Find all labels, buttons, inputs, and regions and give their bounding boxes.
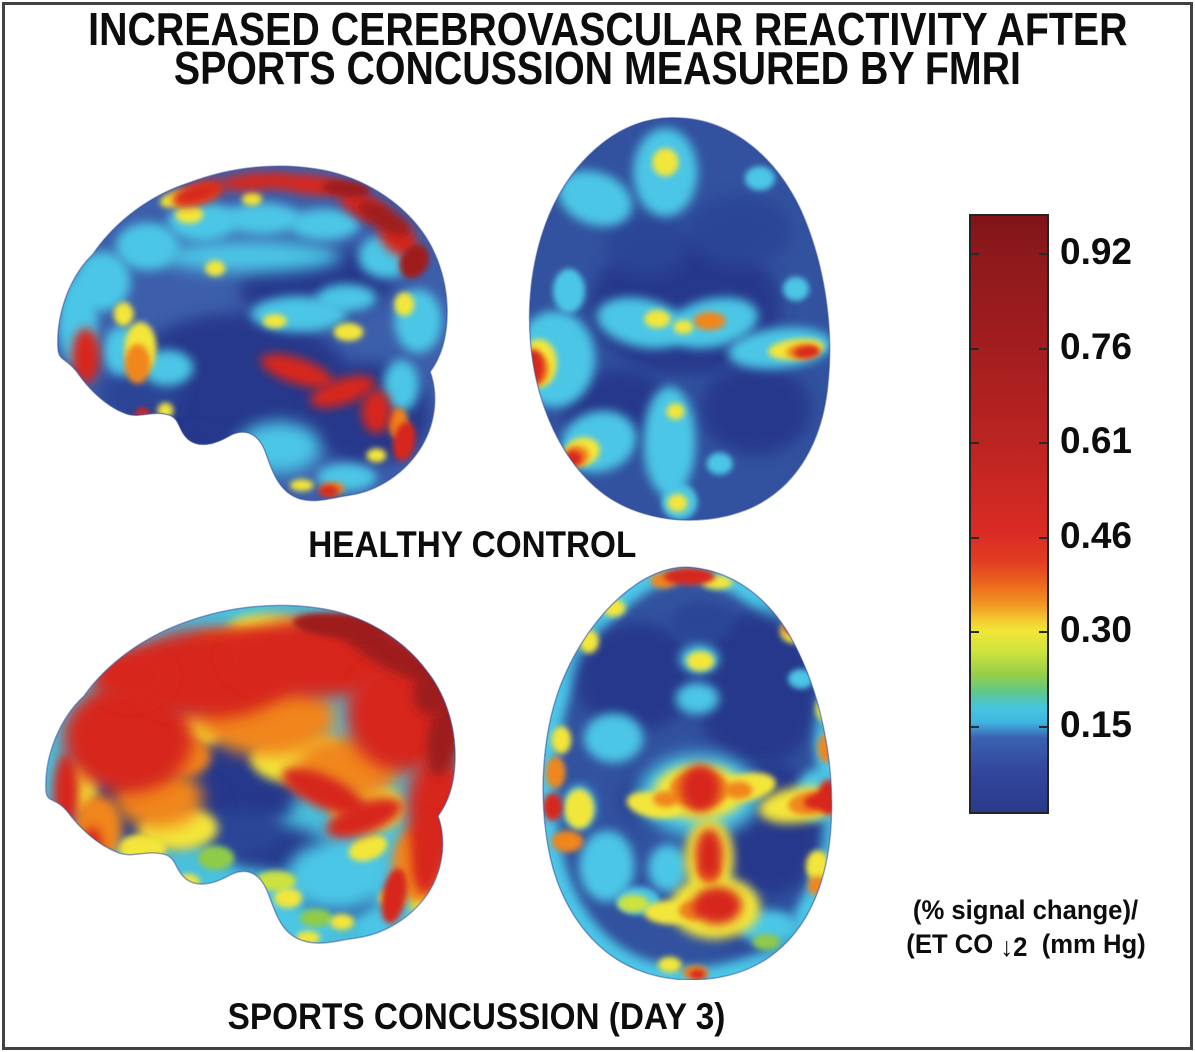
- colorbar-gradient: [969, 214, 1049, 814]
- colorbar-unit-line1: (% signal change)/: [913, 895, 1139, 925]
- brain-map-axial-healthy-svg: [528, 116, 831, 521]
- colorbar-tick-label: 0.61: [1060, 420, 1133, 462]
- colorbar-tick-mark: [1039, 725, 1047, 728]
- brain-map-sagittal-concussion: [36, 596, 476, 946]
- figure-title-line2: SPORTS CONCUSSION MEASURED BY FMRI: [173, 42, 1022, 94]
- brain-map-sagittal-concussion-svg: [45, 604, 456, 944]
- colorbar-tick-mark: [1039, 536, 1047, 539]
- colorbar-tick-mark: [971, 536, 979, 539]
- colorbar-tick-label: 0.92: [1060, 231, 1133, 273]
- brain-map-axial-healthy: [505, 110, 860, 524]
- figure-title: INCREASED CEREBROVASCULAR REACTIVITY AFT…: [0, 3, 1195, 94]
- colorbar-tick-mark: [1039, 253, 1047, 256]
- colorbar-tick-mark: [971, 347, 979, 350]
- down-arrow-glyph: ↓2: [1000, 932, 1028, 962]
- colorbar-tick-mark: [971, 631, 979, 634]
- brain-map-sagittal-healthy-svg: [57, 165, 448, 502]
- colorbar-unit-line2: (ET CO ↓2 (mm Hg): [906, 929, 1146, 962]
- colorbar-tick-mark: [1039, 631, 1047, 634]
- brain-map-axial-concussion-svg: [542, 566, 833, 980]
- colorbar-tick-label: 0.46: [1060, 514, 1133, 556]
- colorbar-tick-mark: [1039, 442, 1047, 445]
- colorbar-tick-mark: [971, 253, 979, 256]
- panel-label-healthy: HEALTHY CONTROL: [307, 524, 637, 565]
- colorbar-unit: (% signal change)/ (ET CO ↓2 (mm Hg): [856, 893, 1195, 962]
- colorbar-tick-label: 0.76: [1060, 325, 1133, 367]
- figure-title-line1: INCREASED CEREBROVASCULAR REACTIVITY AFT…: [88, 3, 1128, 55]
- colorbar-tick-mark: [1039, 347, 1047, 350]
- colorbar-tick-mark: [971, 442, 979, 445]
- brain-map-sagittal-healthy: [48, 156, 456, 506]
- brain-map-axial-concussion: [520, 560, 860, 980]
- colorbar-tick-label: 0.15: [1060, 703, 1133, 745]
- colorbar-tick-label: 0.30: [1060, 609, 1133, 651]
- panel-label-concussion: SPORTS CONCUSSION (DAY 3): [228, 996, 726, 1037]
- colorbar-tick-mark: [971, 725, 979, 728]
